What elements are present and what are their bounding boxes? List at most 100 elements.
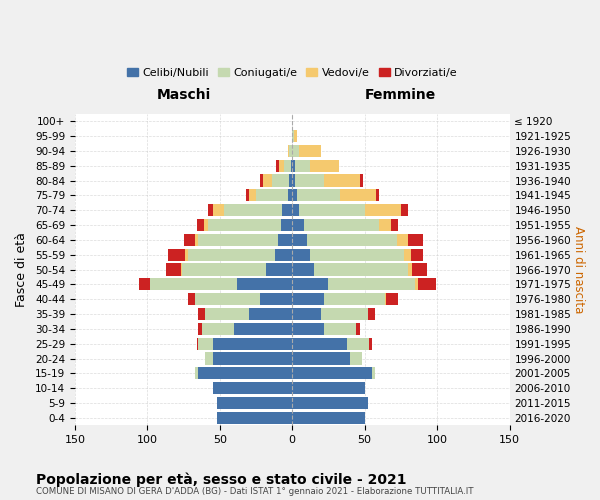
Bar: [340, 190, 376, 202]
Bar: [347, 338, 369, 350]
Bar: [208, 204, 212, 216]
Bar: [205, 308, 249, 320]
Bar: [205, 352, 212, 364]
Bar: [292, 352, 350, 364]
Bar: [198, 323, 202, 335]
Y-axis label: Anni di nascita: Anni di nascita: [572, 226, 585, 313]
Bar: [365, 204, 401, 216]
Bar: [299, 204, 365, 216]
Bar: [369, 338, 372, 350]
Bar: [304, 219, 379, 231]
Bar: [208, 219, 281, 231]
Bar: [275, 248, 292, 261]
Bar: [288, 144, 289, 157]
Bar: [324, 174, 360, 186]
Bar: [295, 174, 324, 186]
Bar: [197, 338, 198, 350]
Bar: [198, 234, 278, 246]
Bar: [188, 293, 195, 306]
Bar: [284, 160, 291, 172]
Bar: [198, 338, 212, 350]
Bar: [289, 144, 292, 157]
Bar: [204, 219, 208, 231]
Bar: [376, 190, 379, 202]
Bar: [372, 368, 375, 380]
Bar: [292, 397, 368, 409]
Bar: [310, 160, 338, 172]
Bar: [292, 144, 299, 157]
Bar: [292, 293, 324, 306]
Bar: [292, 204, 299, 216]
Bar: [379, 219, 391, 231]
Bar: [292, 412, 365, 424]
Bar: [279, 160, 284, 172]
Bar: [391, 219, 398, 231]
Bar: [292, 338, 347, 350]
Bar: [260, 174, 263, 186]
Bar: [289, 174, 292, 186]
Bar: [185, 248, 188, 261]
Bar: [307, 234, 397, 246]
Bar: [198, 308, 205, 320]
Bar: [296, 190, 340, 202]
Bar: [278, 234, 292, 246]
Bar: [197, 219, 204, 231]
Bar: [217, 412, 292, 424]
Bar: [166, 264, 181, 276]
Bar: [360, 174, 363, 186]
Bar: [401, 204, 408, 216]
Bar: [195, 234, 198, 246]
Bar: [350, 352, 362, 364]
Text: Popolazione per età, sesso e stato civile - 2021: Popolazione per età, sesso e stato civil…: [36, 472, 407, 487]
Bar: [150, 278, 237, 290]
Bar: [385, 293, 386, 306]
Bar: [295, 160, 310, 172]
Bar: [415, 278, 418, 290]
Bar: [310, 248, 404, 261]
Bar: [292, 234, 307, 246]
Bar: [212, 204, 224, 216]
Bar: [139, 278, 150, 290]
Text: Femmine: Femmine: [365, 88, 436, 102]
Bar: [321, 308, 368, 320]
Bar: [263, 174, 272, 186]
Bar: [418, 278, 436, 290]
Bar: [260, 293, 292, 306]
Bar: [272, 174, 289, 186]
Legend: Celibi/Nubili, Coniugati/e, Vedovi/e, Divorziati/e: Celibi/Nubili, Coniugati/e, Vedovi/e, Di…: [122, 63, 462, 82]
Bar: [167, 248, 185, 261]
Bar: [292, 382, 365, 394]
Bar: [237, 278, 292, 290]
Bar: [404, 248, 411, 261]
Bar: [324, 293, 385, 306]
Bar: [281, 219, 292, 231]
Bar: [292, 190, 296, 202]
Bar: [292, 308, 321, 320]
Bar: [184, 234, 195, 246]
Bar: [411, 248, 422, 261]
Bar: [181, 264, 182, 276]
Bar: [368, 308, 375, 320]
Bar: [234, 323, 292, 335]
Bar: [198, 368, 292, 380]
Bar: [299, 144, 321, 157]
Bar: [282, 204, 292, 216]
Bar: [292, 130, 293, 142]
Bar: [249, 190, 256, 202]
Bar: [292, 323, 324, 335]
Bar: [397, 234, 408, 246]
Bar: [212, 382, 292, 394]
Y-axis label: Fasce di età: Fasce di età: [15, 232, 28, 307]
Bar: [356, 323, 360, 335]
Bar: [324, 323, 356, 335]
Bar: [292, 368, 372, 380]
Bar: [195, 368, 198, 380]
Bar: [188, 248, 275, 261]
Bar: [293, 130, 296, 142]
Bar: [256, 190, 288, 202]
Bar: [292, 278, 328, 290]
Bar: [212, 338, 292, 350]
Bar: [408, 234, 422, 246]
Bar: [292, 174, 295, 186]
Bar: [224, 204, 282, 216]
